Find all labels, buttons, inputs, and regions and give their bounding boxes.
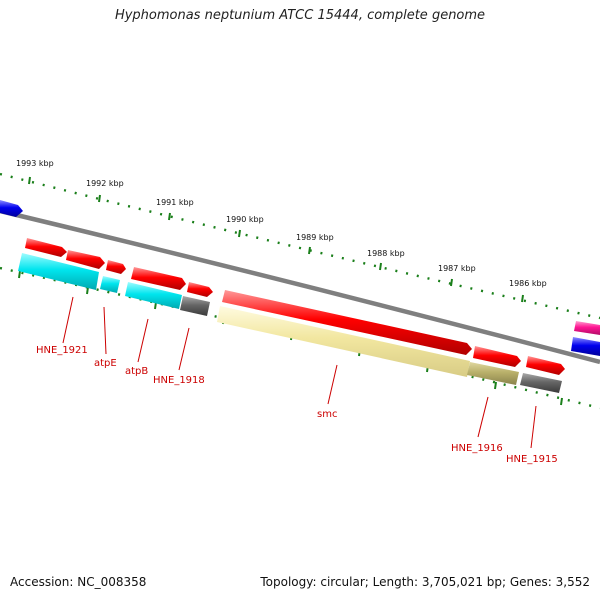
ruler-major-tick <box>494 381 497 390</box>
label-leader <box>137 318 149 363</box>
gene-label[interactable]: HNE_1916 <box>451 443 503 454</box>
gene-label[interactable]: HNE_1915 <box>506 454 558 465</box>
gene-label[interactable]: atpE <box>94 358 117 369</box>
accession-text: Accession: NC_008358 <box>10 575 147 589</box>
forward-strand <box>0 200 600 375</box>
ruler-major-tick <box>450 278 453 287</box>
label-leader <box>530 405 537 449</box>
label-leader <box>178 327 190 371</box>
label-leader <box>477 396 489 438</box>
cds-arrow[interactable] <box>473 346 521 367</box>
gene-label[interactable]: smc <box>317 409 337 420</box>
cds-arrow[interactable] <box>187 282 213 297</box>
map-title: Hyphomonas neptunium ATCC 15444, complet… <box>114 8 486 23</box>
genome-backbone <box>0 208 600 365</box>
label-leader <box>103 306 107 355</box>
cds-arrow[interactable] <box>66 250 105 269</box>
gene-label[interactable]: HNE_1921 <box>36 345 88 356</box>
ruler-major-tick <box>308 246 311 255</box>
cds-arrow[interactable] <box>526 356 565 375</box>
ruler-label: 1987 kbp <box>438 264 476 273</box>
gene-labels: HNE_1921 atpE atpB HNE_1918 smc HNE_1916… <box>36 296 558 465</box>
category-bar[interactable] <box>217 306 470 377</box>
category-bar[interactable] <box>180 296 210 316</box>
ruler-label: 1989 kbp <box>296 233 334 242</box>
category-bar[interactable] <box>467 362 519 385</box>
ruler-major-tick <box>521 294 524 303</box>
feature-pink-right[interactable] <box>574 321 600 335</box>
category-bar[interactable] <box>100 276 120 293</box>
gene-label[interactable]: atpB <box>125 366 148 377</box>
ruler-major-tick <box>98 194 101 203</box>
category-bar[interactable] <box>520 373 562 393</box>
genome-stats-text: Topology: circular; Length: 3,705,021 bp… <box>260 575 590 589</box>
feature-blue-left[interactable] <box>0 200 23 217</box>
ruler-label: 1988 kbp <box>367 249 405 258</box>
ruler-major-tick <box>379 262 382 271</box>
ruler-major-tick <box>560 397 563 406</box>
ruler-major-tick <box>86 286 89 295</box>
category-bar[interactable] <box>125 282 182 309</box>
ruler-major-tick <box>168 212 171 221</box>
ruler-label: 1990 kbp <box>226 215 264 224</box>
cds-arrow[interactable] <box>106 260 126 274</box>
ruler-major-tick <box>18 270 21 279</box>
label-leader <box>327 364 338 405</box>
outer-ruler: 1993 kbp 1992 kbp 1991 kbp 1990 kbp 1989… <box>0 159 600 320</box>
ruler-label: 1991 kbp <box>156 198 194 207</box>
label-leader <box>62 296 74 344</box>
ruler-label: 1993 kbp <box>16 159 54 168</box>
cds-arrow-smc[interactable] <box>222 290 472 355</box>
cds-arrow[interactable] <box>131 267 186 290</box>
ruler-major-tick <box>238 229 241 238</box>
category-bar[interactable] <box>18 253 99 290</box>
category-track <box>18 253 562 393</box>
ruler-major-tick <box>28 176 31 185</box>
ruler-label: 1992 kbp <box>86 179 124 188</box>
gene-label[interactable]: HNE_1918 <box>153 375 205 386</box>
feature-blue-right[interactable] <box>571 337 600 356</box>
ruler-label: 1986 kbp <box>509 279 547 288</box>
cds-arrow[interactable] <box>25 238 67 257</box>
